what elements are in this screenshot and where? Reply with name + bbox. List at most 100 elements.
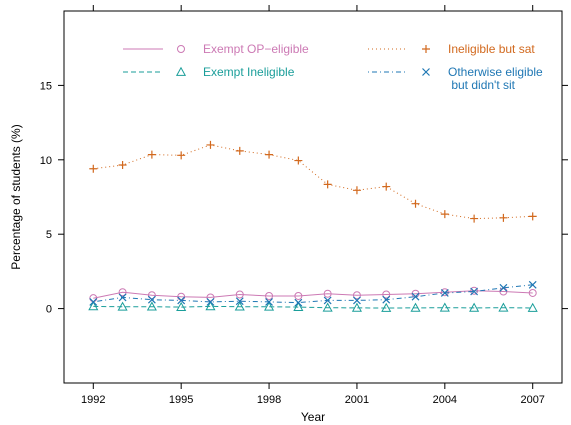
y-tick-label: 15 bbox=[40, 80, 52, 92]
data-point bbox=[470, 214, 479, 223]
data-point bbox=[498, 302, 509, 312]
axes: 1992 1995 1998 2001 2004 2007 0 5 10 15 bbox=[40, 5, 568, 406]
x-tick-label: 2007 bbox=[520, 394, 544, 406]
legend-label-line: Ineligible but sat bbox=[448, 42, 535, 56]
data-point bbox=[410, 302, 421, 312]
data-point bbox=[147, 295, 156, 304]
data-point bbox=[528, 288, 537, 297]
data-point bbox=[528, 280, 537, 289]
data-point bbox=[294, 156, 303, 165]
data-point bbox=[411, 292, 420, 301]
data-point bbox=[89, 297, 98, 306]
data-point bbox=[351, 302, 362, 312]
x-tick-label: 2004 bbox=[433, 394, 457, 406]
y-tick-label: 0 bbox=[46, 304, 52, 316]
series-layer bbox=[88, 140, 538, 312]
series-line bbox=[93, 284, 533, 304]
legend-entry: Exempt OP−eligible bbox=[123, 42, 309, 56]
data-point bbox=[265, 291, 274, 300]
data-point bbox=[147, 291, 156, 300]
data-point bbox=[206, 297, 215, 306]
data-point bbox=[235, 146, 244, 155]
data-point bbox=[470, 287, 479, 296]
data-point bbox=[440, 289, 449, 297]
data-point bbox=[440, 210, 449, 219]
data-point bbox=[118, 293, 127, 302]
data-point bbox=[527, 302, 538, 312]
x-axis-label: Year bbox=[301, 410, 325, 424]
series-line bbox=[93, 290, 533, 299]
data-point bbox=[206, 140, 215, 149]
legend: Exempt OP−eligible Ineligible but sat Exem… bbox=[123, 42, 543, 92]
data-point bbox=[206, 293, 215, 302]
legend-entry: Exempt Ineligible bbox=[123, 65, 295, 79]
data-point bbox=[323, 289, 332, 298]
data-point bbox=[177, 296, 186, 305]
y-tick-label: 5 bbox=[46, 229, 52, 241]
data-point bbox=[353, 296, 361, 305]
data-point bbox=[234, 301, 245, 311]
data-point bbox=[382, 290, 391, 299]
data-point bbox=[323, 180, 332, 189]
plot-frame bbox=[63, 10, 563, 384]
data-point bbox=[177, 151, 186, 160]
data-point bbox=[352, 186, 361, 195]
series-3 bbox=[89, 280, 537, 307]
data-point bbox=[499, 283, 508, 292]
legend-label: Exempt OP−eligible bbox=[203, 42, 309, 56]
legend-marker bbox=[177, 45, 185, 53]
legend-label-line: Exempt OP−eligible bbox=[203, 42, 309, 56]
data-point bbox=[176, 301, 187, 311]
legend-marker bbox=[175, 66, 187, 76]
data-point bbox=[323, 296, 332, 305]
series-2 bbox=[88, 301, 538, 312]
series-line bbox=[93, 305, 533, 309]
x-tick-label: 1995 bbox=[169, 394, 193, 406]
data-point bbox=[439, 302, 450, 312]
legend-entry: Otherwise eligible but didn't sit bbox=[368, 65, 543, 92]
data-point bbox=[146, 301, 157, 311]
legend-label-line: but didn't sit bbox=[448, 78, 516, 92]
legend-entry: Ineligible but sat bbox=[368, 42, 535, 56]
legend-label: Exempt Ineligible bbox=[203, 65, 295, 79]
data-point bbox=[147, 150, 156, 159]
data-point bbox=[440, 288, 449, 297]
data-point bbox=[382, 295, 391, 304]
legend-marker bbox=[422, 68, 430, 76]
legend-label-line: Otherwise eligible bbox=[448, 65, 543, 79]
data-point bbox=[382, 182, 391, 191]
data-point bbox=[294, 298, 303, 307]
data-point bbox=[499, 213, 508, 222]
y-axis-label: Percentage of students (%) bbox=[9, 124, 23, 269]
y-tick-label: 10 bbox=[40, 155, 52, 167]
data-point bbox=[118, 161, 127, 170]
data-point bbox=[235, 290, 244, 299]
x-tick-label: 1998 bbox=[257, 394, 281, 406]
data-point bbox=[118, 288, 127, 297]
data-point bbox=[411, 199, 420, 208]
series-0 bbox=[89, 286, 537, 303]
data-point bbox=[381, 302, 392, 312]
series-1 bbox=[89, 140, 537, 223]
x-tick-label: 2001 bbox=[345, 394, 369, 406]
data-point bbox=[235, 297, 244, 306]
legend-label: Ineligible but sat bbox=[448, 42, 535, 56]
data-point bbox=[470, 286, 479, 295]
data-point bbox=[265, 150, 274, 159]
data-point bbox=[528, 212, 537, 221]
legend-label: Otherwise eligible but didn't sit bbox=[448, 65, 543, 92]
series-line bbox=[93, 144, 533, 220]
data-point bbox=[294, 291, 303, 300]
data-point bbox=[205, 301, 216, 311]
data-point bbox=[264, 301, 275, 311]
data-point bbox=[469, 302, 480, 312]
data-point bbox=[89, 164, 98, 173]
legend-marker bbox=[422, 45, 430, 53]
legend-label-line: Exempt Ineligible bbox=[203, 65, 295, 79]
data-point bbox=[352, 291, 361, 300]
x-tick-label: 1992 bbox=[81, 394, 105, 406]
data-point bbox=[265, 297, 273, 306]
data-point bbox=[322, 302, 333, 312]
data-point bbox=[293, 301, 304, 311]
